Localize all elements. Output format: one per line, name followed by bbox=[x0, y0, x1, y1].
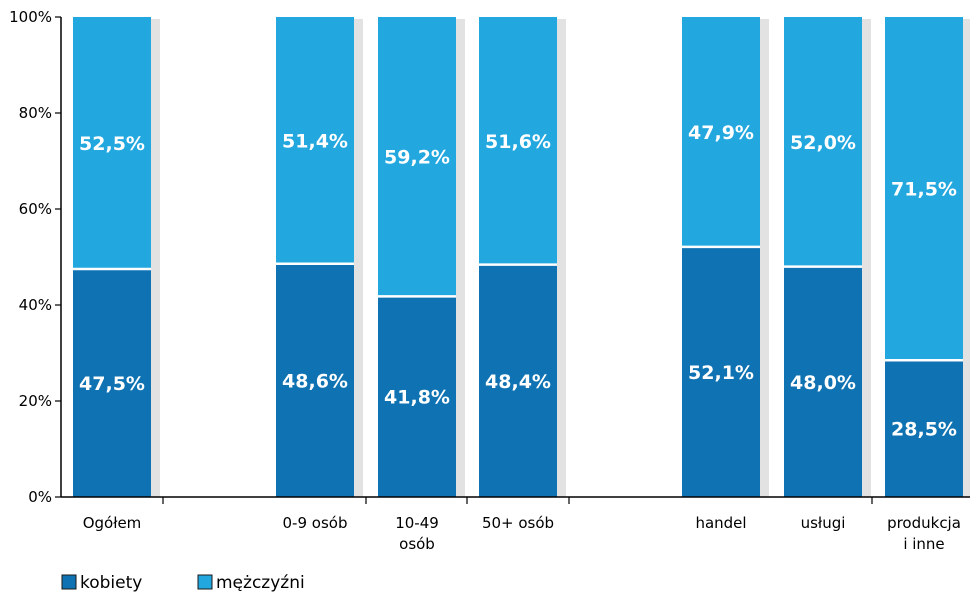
y-tick-label: 60% bbox=[19, 200, 52, 218]
data-label: 51,4% bbox=[282, 130, 348, 152]
bar-segment-kobiety bbox=[73, 269, 151, 497]
data-label: 48,0% bbox=[790, 372, 856, 394]
legend-swatch bbox=[61, 574, 77, 590]
data-label: 71,5% bbox=[891, 179, 957, 201]
data-label: 41,8% bbox=[384, 387, 450, 409]
bar-shadow bbox=[456, 19, 465, 497]
bar-segment-kobiety bbox=[378, 296, 456, 497]
bar-segment-kobiety bbox=[276, 263, 354, 497]
bar-segment-mężczyźni bbox=[73, 17, 151, 269]
bar-segment-kobiety bbox=[784, 266, 862, 497]
data-label: 52,5% bbox=[79, 133, 145, 155]
data-label: 47,9% bbox=[688, 122, 754, 144]
x-tick-label: osób bbox=[399, 535, 435, 553]
bar-segment-mężczyźni bbox=[479, 17, 557, 265]
data-labels: 47,5% 52,5% 48,6% 51,4% 41,8% 59,2% 48,4% 51,6%… bbox=[79, 122, 957, 441]
bar-segment-mężczyźni bbox=[378, 17, 456, 297]
bars-group bbox=[73, 17, 970, 497]
x-tick-label: Ogółem bbox=[83, 514, 142, 532]
y-axis-ticks: 0% 20% 40% 60% 80% 100% bbox=[9, 8, 61, 506]
bar-shadow bbox=[760, 19, 769, 497]
x-tick-label: handel bbox=[695, 514, 746, 532]
data-label: 52,1% bbox=[688, 362, 754, 384]
bar-segment-mężczyźni bbox=[682, 17, 760, 247]
legend-swatch bbox=[197, 574, 213, 590]
x-axis-ticks: Ogółem 0-9 osób 10-49 osób 50+ osób handel usł… bbox=[83, 497, 961, 553]
legend: kobiety mężczyźni bbox=[61, 573, 305, 593]
y-tick-label: 20% bbox=[19, 392, 52, 410]
data-label: 48,6% bbox=[282, 370, 348, 392]
data-label: 52,0% bbox=[790, 132, 856, 154]
data-label: 47,5% bbox=[79, 373, 145, 395]
data-label: 28,5% bbox=[891, 419, 957, 441]
bar-shadow bbox=[862, 19, 871, 497]
x-tick-label: i inne bbox=[903, 535, 944, 553]
legend-label: kobiety bbox=[80, 573, 142, 593]
bar-segment-kobiety bbox=[885, 360, 963, 497]
data-label: 48,4% bbox=[485, 371, 551, 393]
x-tick-label: produkcja bbox=[887, 514, 961, 532]
x-tick-label: 0-9 osób bbox=[283, 514, 348, 532]
y-tick-label: 100% bbox=[9, 8, 52, 26]
bar-shadow bbox=[354, 19, 363, 497]
y-tick-label: 80% bbox=[19, 104, 52, 122]
bar-segment-kobiety bbox=[479, 264, 557, 497]
x-tick-label: usługi bbox=[801, 514, 846, 532]
bar-shadow bbox=[557, 19, 566, 497]
legend-label: mężczyźni bbox=[216, 573, 305, 593]
bar-segment-kobiety bbox=[682, 246, 760, 497]
bar-segment-mężczyźni bbox=[885, 17, 963, 361]
data-label: 51,6% bbox=[485, 131, 551, 153]
x-tick-label: 50+ osób bbox=[482, 514, 554, 532]
data-label: 59,2% bbox=[384, 147, 450, 169]
bar-segment-mężczyźni bbox=[784, 17, 862, 267]
x-tick-label: 10-49 bbox=[395, 514, 439, 532]
bar-shadow bbox=[963, 19, 970, 497]
bar-shadow bbox=[151, 19, 160, 497]
y-tick-label: 0% bbox=[28, 488, 52, 506]
bar-segment-mężczyźni bbox=[276, 17, 354, 264]
y-tick-label: 40% bbox=[19, 296, 52, 314]
